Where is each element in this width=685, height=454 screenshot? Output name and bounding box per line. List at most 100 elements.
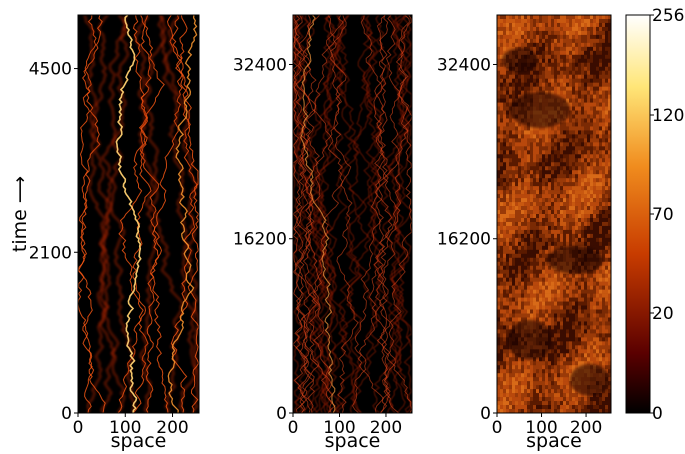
texture-cell (575, 329, 579, 334)
texture-cell (512, 34, 516, 40)
texture-cell (596, 325, 600, 330)
texture-cell (539, 373, 543, 378)
texture-cell (548, 174, 552, 179)
texture-cell (506, 98, 510, 103)
texture-cell (509, 325, 513, 330)
texture-cell (587, 58, 591, 64)
texture-cell (557, 353, 561, 358)
texture-cell (497, 245, 501, 251)
texture-cell (503, 229, 507, 235)
texture-cell (596, 22, 600, 28)
texture-cell (569, 206, 573, 211)
texture-cell (497, 118, 501, 123)
texture-cell (530, 241, 534, 247)
texture-cell (593, 293, 597, 298)
texture-cell (518, 130, 522, 135)
texture-cell (554, 90, 558, 95)
texture-cell (575, 54, 579, 60)
texture-cell (551, 405, 555, 410)
texture-cell (584, 198, 588, 203)
texture-cell (530, 377, 534, 382)
texture-cell (539, 233, 543, 239)
texture-cell (506, 15, 510, 20)
texture-cell (569, 393, 573, 398)
texture-cell (578, 154, 582, 159)
texture-cell (527, 206, 531, 211)
texture-cell (542, 385, 546, 390)
texture-cell (584, 154, 588, 159)
texture-cell (554, 18, 558, 24)
texture-cell (545, 154, 549, 159)
trajectory (373, 15, 401, 413)
texture-cell (500, 361, 504, 366)
texture-cell (506, 142, 510, 147)
texture-cell (518, 285, 522, 290)
texture-cell (521, 34, 525, 40)
texture-cell (602, 90, 606, 95)
texture-cell (542, 182, 546, 187)
texture-cell (563, 86, 567, 91)
texture-cell (569, 289, 573, 294)
texture-cell (527, 15, 531, 20)
texture-cell (608, 237, 611, 243)
texture-cell (521, 194, 525, 199)
texture-cell (503, 18, 507, 24)
texture-cell (587, 217, 591, 223)
texture-cell (545, 162, 549, 167)
texture-cell (584, 186, 588, 191)
texture-cell (512, 42, 516, 48)
texture-cell (536, 281, 540, 286)
texture-cell (554, 150, 558, 155)
texture-cell (578, 397, 582, 402)
texture-cell (530, 186, 534, 191)
texture-cell (515, 377, 519, 382)
texture-cell (512, 269, 516, 274)
texture-cell (584, 225, 588, 231)
texture-cell (500, 309, 504, 314)
texture-cell (536, 66, 540, 72)
texture-cell (575, 401, 579, 406)
texture-cell (497, 62, 501, 68)
texture-cell (497, 42, 501, 48)
texture-cell (608, 401, 611, 406)
texture-cell (560, 42, 564, 48)
texture-cell (548, 265, 552, 271)
texture-cell (605, 241, 609, 247)
texture-cell (521, 293, 525, 298)
texture-cell (581, 357, 585, 362)
texture-cell (521, 170, 525, 175)
texture-cell (584, 102, 588, 107)
texture-cell (527, 237, 531, 243)
texture-cell (602, 325, 606, 330)
texture-cell (572, 122, 576, 127)
texture-cell (590, 194, 594, 199)
texture-cell (602, 365, 606, 370)
texture-cell (566, 118, 570, 123)
texture-cell (524, 361, 528, 366)
texture-cell (581, 285, 585, 290)
texture-cell (509, 142, 513, 147)
texture-cell (581, 122, 585, 127)
texture-cell (581, 317, 585, 322)
texture-cell (572, 162, 576, 167)
texture-cell (506, 369, 510, 374)
texture-cell (521, 385, 525, 390)
texture-cell (506, 233, 510, 239)
texture-cell (548, 357, 552, 362)
texture-cell (530, 285, 534, 290)
texture-cell (572, 166, 576, 171)
texture-cell (578, 409, 582, 413)
texture-cell (557, 229, 561, 235)
texture-cell (596, 361, 600, 366)
texture-cell (497, 22, 501, 28)
texture-cell (575, 214, 579, 219)
texture-cell (575, 241, 579, 247)
texture-cell (584, 94, 588, 99)
texture-cell (605, 309, 609, 314)
trajectory (295, 15, 347, 413)
texture-cell (605, 166, 609, 171)
texture-cell (578, 405, 582, 410)
texture-cell (530, 194, 534, 199)
texture-cell (593, 86, 597, 91)
texture-cell (527, 313, 531, 318)
